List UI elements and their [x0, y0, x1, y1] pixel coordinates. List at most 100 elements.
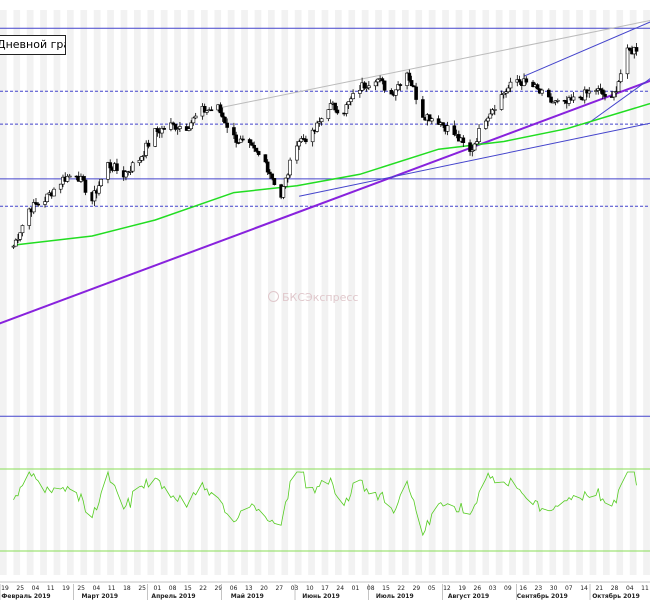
candle [612, 91, 616, 101]
stripe [643, 10, 650, 575]
candle-body [247, 139, 252, 144]
candle [396, 81, 400, 92]
candle [407, 69, 412, 83]
candle-body [160, 128, 164, 134]
candle-body [187, 128, 191, 131]
candle-body [263, 154, 268, 163]
stripe [281, 10, 289, 575]
candle-body [153, 128, 157, 147]
stripe [120, 10, 128, 575]
x-month-label: Июль 2019 [376, 593, 414, 600]
candle [616, 80, 621, 92]
candle [427, 114, 432, 122]
stripe [522, 10, 530, 575]
candle-body [346, 101, 351, 106]
stripe [375, 10, 382, 575]
stripe [428, 10, 436, 575]
candle-body [225, 122, 229, 128]
candle-body [625, 47, 630, 75]
candle-body [97, 185, 101, 194]
candle-body [571, 96, 576, 101]
candle-body [407, 72, 412, 81]
candle [389, 88, 394, 95]
stripe [0, 10, 7, 575]
candle [409, 75, 414, 87]
candle [493, 104, 497, 116]
candle-body [634, 47, 639, 52]
candle-body [52, 188, 56, 197]
candle-body [358, 90, 362, 94]
candle [346, 101, 351, 110]
candle-body [315, 122, 319, 132]
x-tick-label: 23 [535, 585, 543, 592]
candle-body [13, 239, 18, 247]
candle-body [189, 122, 193, 130]
candle [268, 169, 272, 180]
candle [445, 121, 450, 136]
candle-body [349, 98, 353, 102]
candle-body [299, 138, 304, 142]
candle [205, 110, 209, 115]
candle-body [220, 112, 225, 118]
candle-body [18, 232, 23, 240]
candle-body [436, 118, 441, 125]
candle [587, 87, 592, 98]
x-month-label: Август 2019 [448, 593, 489, 600]
candle-body [551, 101, 556, 104]
candle-body [146, 142, 151, 147]
candle [241, 135, 245, 142]
stripe [147, 10, 155, 575]
candle [441, 122, 445, 128]
candle [297, 139, 301, 151]
candle [627, 47, 632, 52]
candle-body [43, 201, 47, 205]
candle [504, 88, 508, 98]
stripe [629, 10, 637, 575]
candle-body [232, 127, 236, 136]
candle-body [567, 97, 571, 104]
candle-body [344, 104, 349, 114]
candle-body [582, 89, 587, 101]
x-tick-label: 03 [489, 585, 497, 592]
x-tick-label: 07 [565, 585, 573, 592]
candle-body [488, 113, 493, 119]
candle [256, 150, 261, 157]
x-tick-label: 10 [306, 585, 314, 592]
stripe [469, 10, 476, 575]
candle [160, 125, 164, 138]
candle [153, 128, 157, 148]
candle [477, 124, 481, 144]
candle [328, 99, 333, 111]
candle [137, 157, 142, 166]
candle-body [486, 117, 490, 122]
candle [499, 90, 504, 111]
candle [598, 83, 603, 94]
candle-body [389, 90, 394, 95]
candle-body [304, 138, 308, 143]
trend-line [0, 79, 650, 325]
candle [299, 135, 304, 143]
candle-body [250, 142, 254, 146]
candle-body [20, 225, 25, 234]
candle [351, 89, 355, 100]
candle-body [295, 145, 299, 161]
candle-body [283, 177, 288, 187]
candle [475, 137, 479, 146]
candle [394, 89, 398, 101]
candle [193, 112, 198, 120]
candle [283, 177, 288, 189]
candle [52, 187, 56, 197]
candle-body [627, 47, 632, 51]
stripe [549, 10, 557, 575]
x-tick-label: 21 [595, 585, 603, 592]
candle-body [130, 162, 135, 172]
candle [484, 118, 488, 130]
candle [315, 120, 319, 133]
stripe [616, 10, 624, 575]
x-tick-label: 05 [428, 585, 436, 592]
candle-body [598, 88, 603, 91]
trend-line [523, 21, 650, 77]
candle-body [297, 141, 301, 147]
stripe [13, 10, 21, 575]
candle [162, 125, 166, 130]
